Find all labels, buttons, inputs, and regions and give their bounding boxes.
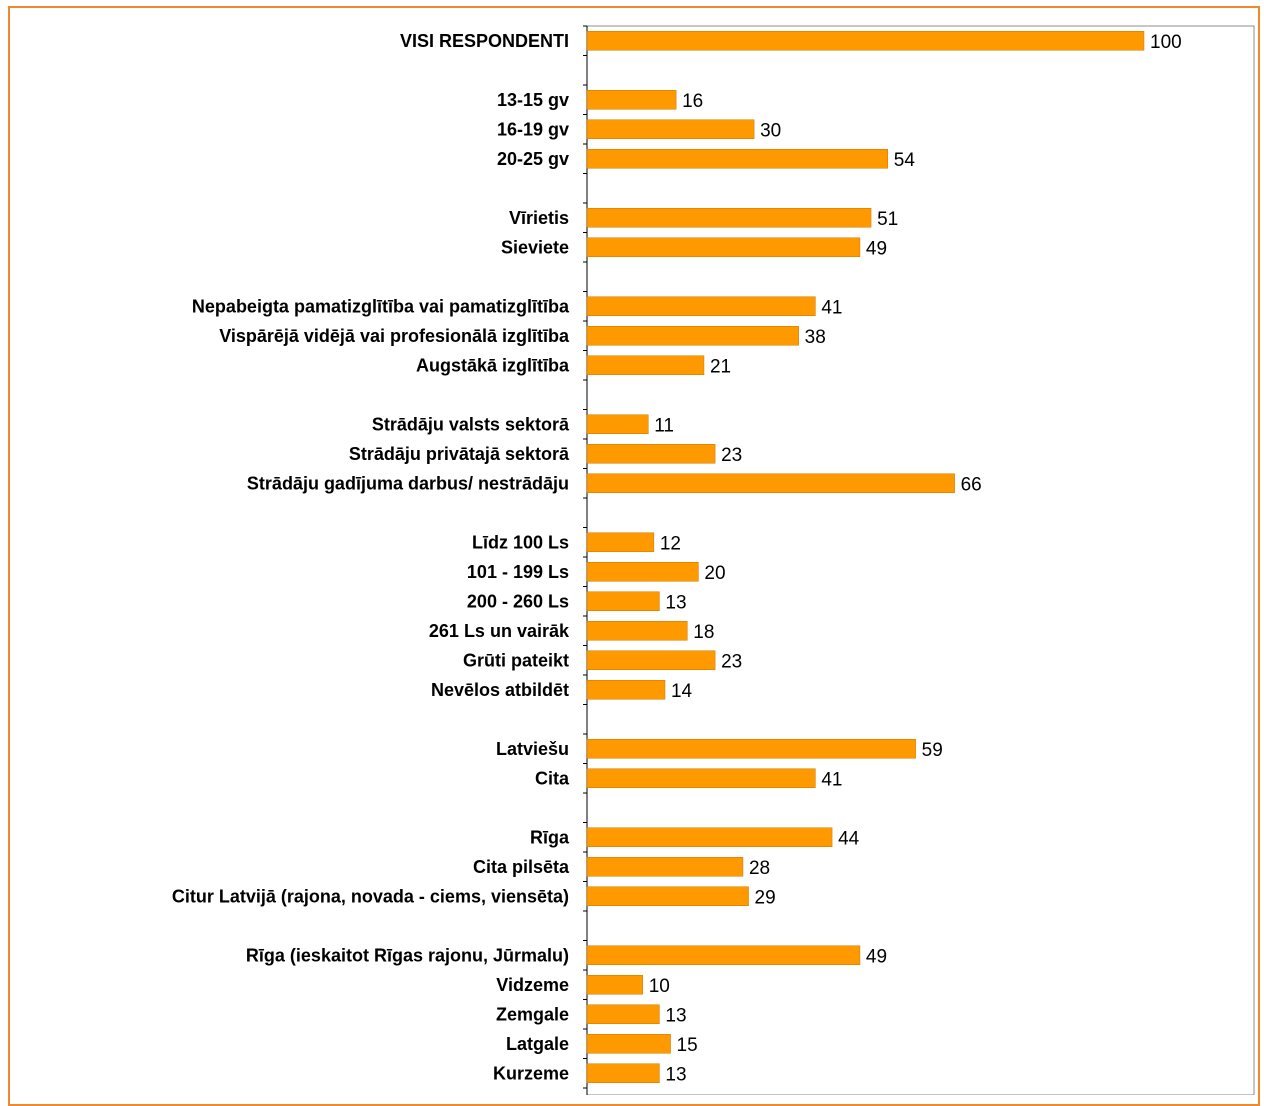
category-label: 13-15 gv: [497, 90, 569, 110]
category-label: Līdz 100 Ls: [472, 532, 569, 552]
bar: [586, 739, 916, 759]
data-label: 59: [922, 740, 943, 761]
category-label: Grūti pateikt: [463, 650, 569, 670]
bar: [586, 119, 755, 139]
category-label: 261 Ls un vairāk: [429, 621, 570, 641]
data-label: 13: [665, 592, 686, 613]
bar: [586, 326, 799, 346]
category-label: Vīrietis: [509, 208, 569, 228]
bar: [586, 90, 677, 110]
category-label: Strādāju valsts sektorā: [372, 414, 570, 434]
data-label: 66: [961, 474, 982, 495]
bar: [586, 237, 861, 257]
bar: [586, 149, 889, 169]
data-label: 49: [866, 946, 887, 967]
bar: [586, 768, 816, 788]
bar: [586, 296, 816, 316]
category-label: Rīga (ieskaitot Rīgas rajonu, Jūrmalu): [246, 945, 569, 965]
category-label: Nevēlos atbildēt: [431, 680, 569, 700]
data-label: 49: [866, 238, 887, 259]
category-label: Vidzeme: [496, 975, 569, 995]
category-label: Sieviete: [501, 237, 569, 257]
category-label: Strādāju privātajā sektorā: [349, 444, 570, 464]
bar: [586, 1004, 660, 1024]
data-label: 13: [665, 1064, 686, 1085]
data-label: 16: [682, 91, 703, 112]
bar: [586, 532, 655, 552]
data-label: 23: [721, 651, 742, 672]
data-label: 23: [721, 445, 742, 466]
data-label: 10: [649, 976, 670, 997]
category-label: VISI RESPONDENTI: [400, 31, 569, 51]
bar: [586, 591, 660, 611]
category-label: Augstākā izglītība: [416, 355, 570, 375]
category-label: Latgale: [506, 1034, 569, 1054]
bar: [586, 355, 705, 375]
bar: [586, 650, 716, 670]
plot-area: [586, 25, 1255, 1095]
bar: [586, 827, 833, 847]
category-label: Strādāju gadījuma darbus/ nestrādāju: [247, 473, 569, 493]
category-label: 200 - 260 Ls: [467, 591, 569, 611]
bar: [586, 414, 649, 434]
bar: [586, 680, 666, 700]
bar: [586, 621, 688, 641]
data-label: 100: [1150, 32, 1182, 53]
data-label: 41: [821, 297, 842, 318]
category-label: Cita pilsēta: [473, 857, 570, 877]
category-label: 20-25 gv: [497, 149, 569, 169]
category-label: Nepabeigta pamatizglītība vai pamatizglī…: [192, 296, 570, 316]
category-label: 101 - 199 Ls: [467, 562, 569, 582]
data-label: 15: [677, 1035, 698, 1056]
bar: [586, 562, 699, 582]
category-label: Kurzeme: [493, 1063, 569, 1083]
category-label: 16-19 gv: [497, 119, 569, 139]
data-label: 12: [660, 533, 681, 554]
data-label: 14: [671, 681, 693, 702]
bar: [586, 945, 861, 965]
data-label: 51: [877, 209, 898, 230]
bar: [586, 444, 716, 464]
data-label: 28: [749, 858, 770, 879]
bar: [586, 1034, 671, 1054]
data-label: 13: [665, 1005, 686, 1026]
category-label: Vispārējā vidējā vai profesionālā izglīt…: [219, 326, 570, 346]
category-label: Zemgale: [496, 1004, 569, 1024]
category-label: Rīga: [530, 827, 570, 847]
category-label: Cita: [535, 768, 570, 788]
bar: [586, 975, 643, 995]
chart-frame: [8, 6, 1260, 1106]
bar: [586, 1063, 660, 1083]
bar: [586, 473, 955, 493]
data-label: 18: [693, 622, 714, 643]
bar: [586, 886, 749, 906]
data-label: 11: [654, 415, 674, 436]
data-label: 20: [704, 563, 725, 584]
data-label: 44: [838, 828, 860, 849]
bar: [586, 31, 1145, 51]
data-label: 41: [821, 769, 842, 790]
bar: [586, 208, 872, 228]
category-label: Latviešu: [496, 739, 569, 759]
bar: [586, 857, 744, 877]
data-label: 29: [755, 887, 776, 908]
data-label: 38: [805, 327, 826, 348]
data-label: 30: [760, 120, 781, 141]
data-label: 21: [710, 356, 731, 377]
category-label: Citur Latvijā (rajona, novada - ciems, v…: [172, 886, 569, 906]
data-label: 54: [894, 150, 916, 171]
